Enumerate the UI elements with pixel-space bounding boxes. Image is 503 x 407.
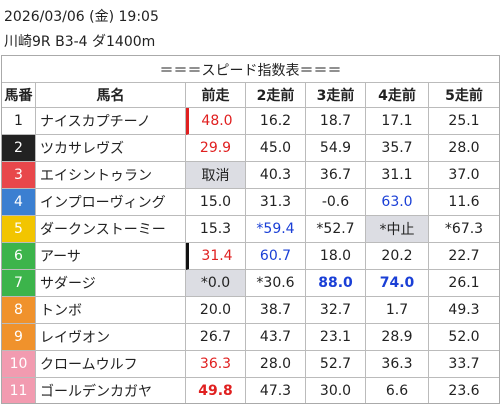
speed-index: 33.7 — [429, 351, 499, 378]
speed-index: 30.0 — [306, 378, 366, 403]
speed-index: *52.7 — [306, 216, 366, 243]
horse-number: 5 — [2, 216, 36, 243]
speed-index: 18.7 — [306, 108, 366, 135]
speed-index: 38.7 — [246, 297, 306, 324]
speed-index: 20.0 — [186, 297, 246, 324]
horse-number: 9 — [2, 324, 36, 351]
column-header: 馬番 — [2, 82, 36, 108]
speed-index: 11.6 — [429, 189, 499, 216]
speed-index: *67.3 — [429, 216, 499, 243]
horse-number: 1 — [2, 108, 36, 135]
speed-index: 49.3 — [429, 297, 499, 324]
column-header: 5走前 — [429, 82, 499, 108]
horse-name: エイシントゥラン — [36, 162, 186, 189]
speed-index: 28.0 — [246, 351, 306, 378]
speed-index: 17.1 — [366, 108, 429, 135]
speed-index: 22.7 — [429, 243, 499, 270]
column-header: 3走前 — [306, 82, 366, 108]
speed-index: 54.9 — [306, 135, 366, 162]
datetime: 2026/03/06 (金) 19:05 — [4, 9, 159, 25]
speed-index: 26.1 — [429, 270, 499, 297]
speed-index: *30.6 — [246, 270, 306, 297]
speed-index: 31.3 — [246, 189, 306, 216]
speed-index: 36.3 — [366, 351, 429, 378]
speed-index: 15.3 — [186, 216, 246, 243]
horse-name: ナイスカプチーノ — [36, 108, 186, 135]
speed-index: 28.0 — [429, 135, 499, 162]
speed-index: *0.0 — [186, 270, 246, 297]
speed-index: 6.6 — [366, 378, 429, 403]
speed-index: 88.0 — [306, 270, 366, 297]
horse-name: アーサ — [36, 243, 186, 270]
speed-index: 37.0 — [429, 162, 499, 189]
horse-number: 4 — [2, 189, 36, 216]
column-header: 4走前 — [366, 82, 429, 108]
column-header: 前走 — [186, 82, 246, 108]
speed-index: 15.0 — [186, 189, 246, 216]
horse-number: 11 — [2, 378, 36, 403]
speed-index: 31.1 — [366, 162, 429, 189]
speed-index: 49.8 — [186, 378, 246, 403]
race-info: 川崎9R B3-4 ダ1400m — [4, 34, 156, 50]
speed-index: 28.9 — [366, 324, 429, 351]
speed-index: 63.0 — [366, 189, 429, 216]
horse-number: 2 — [2, 135, 36, 162]
speed-index: 20.2 — [366, 243, 429, 270]
column-header: 馬名 — [36, 82, 186, 108]
speed-index: 36.3 — [186, 351, 246, 378]
speed-index: 35.7 — [366, 135, 429, 162]
speed-index: 16.2 — [246, 108, 306, 135]
speed-index: 36.7 — [306, 162, 366, 189]
speed-index: 45.0 — [246, 135, 306, 162]
speed-index: 43.7 — [246, 324, 306, 351]
horse-name: クロームウルフ — [36, 351, 186, 378]
column-header: 2走前 — [246, 82, 306, 108]
horse-name: インプローヴィング — [36, 189, 186, 216]
speed-index: 26.7 — [186, 324, 246, 351]
speed-index: 18.0 — [306, 243, 366, 270]
speed-index: 48.0 — [186, 108, 246, 135]
horse-number: 6 — [2, 243, 36, 270]
speed-index: *59.4 — [246, 216, 306, 243]
speed-index: *中止 — [366, 216, 429, 243]
speed-index: 23.1 — [306, 324, 366, 351]
speed-index: 47.3 — [246, 378, 306, 403]
speed-index: 52.7 — [306, 351, 366, 378]
horse-name: ゴールデンカガヤ — [36, 378, 186, 403]
horse-number: 8 — [2, 297, 36, 324]
speed-index: 32.7 — [306, 297, 366, 324]
table: ＝＝＝スピード指数表＝＝＝ 馬番 馬名 前走 2走前 3走前 4走前 5走前 1 ナイスカプチー… — [1, 55, 500, 404]
horse-number: 3 — [2, 162, 36, 189]
speed-index: 23.6 — [448, 382, 480, 399]
horse-name: サダージ — [36, 270, 186, 297]
speed-index: -0.6 — [306, 189, 366, 216]
speed-index: 74.0 — [366, 270, 429, 297]
horse-name: トンボ — [36, 297, 186, 324]
horse-name: ダークンストーミー — [36, 216, 186, 243]
speed-index: 29.9 — [186, 135, 246, 162]
speed-index: 60.7 — [246, 243, 306, 270]
speed-index: 31.4 — [186, 243, 246, 270]
horse-name: ツカサレヴズ — [36, 135, 186, 162]
speed-index: 取消 — [186, 162, 246, 189]
speed-index: 1.7 — [366, 297, 429, 324]
speed-index: 52.0 — [429, 324, 499, 351]
table-title: ＝＝＝スピード指数表＝＝＝ — [159, 63, 342, 79]
speed-index: 25.1 — [429, 108, 499, 135]
horse-name: レイヴオン — [36, 324, 186, 351]
horse-number: 7 — [2, 270, 36, 297]
horse-number: 10 — [2, 351, 36, 378]
speed-index: 40.3 — [246, 162, 306, 189]
